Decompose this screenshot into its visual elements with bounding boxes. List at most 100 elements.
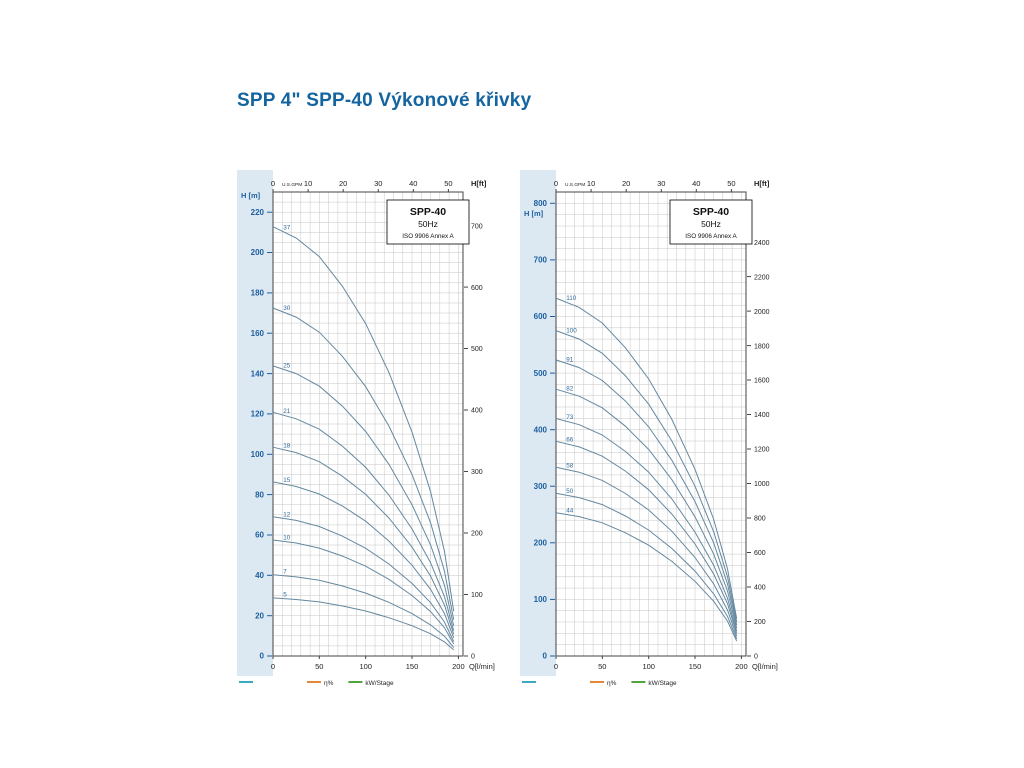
curve-stage-label: 18 [283, 443, 291, 450]
y-right-tick-label: 0 [754, 654, 758, 661]
curve-stage-label: 100 [566, 327, 577, 334]
chart-title: SPP-40 [693, 206, 729, 218]
x-axis-top-title: U.S.GPM [282, 182, 302, 188]
chart-title-box [386, 199, 470, 245]
y-right-tick-label: 2400 [754, 240, 770, 247]
pump-curve-58 [555, 466, 738, 637]
x-bottom-tick-label: 150 [689, 662, 702, 671]
x-top-tick-label: 50 [444, 179, 452, 188]
y-left-tick-label: 100 [534, 595, 548, 604]
pump-curve-12 [272, 516, 455, 642]
pump-curve-21 [272, 411, 455, 631]
y-left-tick-label: 200 [534, 539, 548, 548]
y-right-tick-label: 1200 [754, 447, 770, 454]
y-left-tick-label: 300 [534, 482, 548, 491]
curve-stage-label: 110 [566, 295, 577, 302]
x-top-tick-label: 20 [339, 179, 347, 188]
y-right-tick-label: 600 [471, 285, 483, 292]
x-axis-bottom-title: Q[l/min] [469, 662, 495, 671]
legend-label: kW/Stage [365, 680, 394, 687]
y-left-tick-label: 60 [255, 531, 264, 540]
y-right-tick-label: 700 [471, 223, 483, 230]
x-bottom-tick-label: 0 [554, 662, 558, 671]
pump-curve-5 [272, 597, 455, 651]
x-top-tick-label: 0 [271, 179, 275, 188]
x-bottom-tick-label: 150 [406, 662, 419, 671]
y-right-tick-label: 2200 [754, 274, 770, 281]
pump-curve-44 [555, 512, 738, 642]
x-top-tick-label: 10 [587, 179, 595, 188]
y-left-tick-label: 800 [534, 199, 548, 208]
y-left-tick-label: 140 [251, 369, 265, 378]
y-right-tick-label: 500 [471, 346, 483, 353]
y-right-tick-label: 1000 [754, 481, 770, 488]
curve-stage-label: 66 [566, 437, 574, 444]
y-right-tick-label: 600 [754, 550, 766, 557]
curve-stage-label: 37 [283, 225, 291, 232]
curve-stage-label: 91 [566, 356, 574, 363]
y-left-tick-label: 700 [534, 256, 548, 265]
curve-stage-label: 10 [283, 534, 291, 541]
pump-curve-37 [272, 226, 455, 612]
legend-label: η% [324, 680, 334, 687]
curve-stage-label: 25 [283, 362, 291, 369]
y-left-tick-label: 400 [534, 425, 548, 434]
pump-curve-25 [272, 365, 455, 626]
x-top-tick-label: 20 [622, 179, 630, 188]
pump-curve-50 [555, 492, 738, 640]
y-left-tick-label: 180 [251, 289, 265, 298]
y-left-tick-label: 160 [251, 329, 265, 338]
curve-stage-label: 73 [566, 414, 574, 421]
y-left-tick-label: 100 [251, 450, 265, 459]
x-bottom-tick-label: 50 [598, 662, 606, 671]
y-left-tick-label: 220 [251, 208, 265, 217]
x-axis-top-title: U.S.GPM [565, 182, 585, 188]
x-bottom-tick-label: 100 [642, 662, 655, 671]
y-right-tick-label: 800 [754, 516, 766, 523]
curve-stage-label: 44 [566, 508, 574, 515]
page-title: SPP 4" SPP-40 Výkonové křivky [237, 90, 532, 111]
chart-note: ISO 9906 Annex A [402, 233, 454, 240]
y-right-tick-label: 1600 [754, 378, 770, 385]
y-left-tick-label: 20 [255, 611, 264, 620]
legend-label: kW/Stage [648, 680, 677, 687]
y-right-tick-label: 200 [754, 619, 766, 626]
curve-stage-label: 21 [283, 408, 291, 415]
curve-stage-label: 5 [283, 592, 287, 599]
curve-stage-label: 12 [283, 511, 291, 518]
y-right-tick-label: 100 [471, 592, 483, 599]
pump-curve-chart-left: 0 10 20 30 40 50 U.S.GPM 0 50 100 150 200 Q[l/min] 0 2… [237, 168, 513, 688]
plot-frame [272, 191, 464, 657]
left-axis-band [237, 170, 273, 676]
pump-curve-66 [555, 440, 738, 634]
x-bottom-tick-label: 50 [315, 662, 323, 671]
x-bottom-tick-label: 200 [735, 662, 748, 671]
curve-stage-label: 82 [566, 385, 574, 392]
pump-curve-100 [555, 330, 738, 623]
pump-curve-10 [272, 539, 455, 645]
plot-frame [555, 191, 747, 657]
left-axis-band [520, 170, 556, 676]
pump-curve-15 [272, 481, 455, 638]
y-right-tick-label: 2000 [754, 309, 770, 316]
x-top-tick-label: 0 [554, 179, 558, 188]
pump-curve-18 [272, 446, 455, 635]
pump-curve-30 [272, 307, 455, 620]
pump-curve-73 [555, 418, 738, 632]
curve-stage-label: 7 [283, 569, 287, 576]
curve-stage-label: 30 [283, 305, 291, 312]
x-axis-bottom-title: Q[l/min] [752, 662, 778, 671]
chart-title: SPP-40 [410, 206, 446, 218]
y-axis-left-title: H [m] [524, 209, 544, 218]
pump-curve-82 [555, 388, 738, 629]
y-left-tick-label: 40 [255, 571, 264, 580]
y-right-tick-label: 400 [754, 585, 766, 592]
pump-curve-110 [555, 297, 738, 619]
x-top-tick-label: 50 [727, 179, 735, 188]
y-left-tick-label: 0 [543, 652, 548, 661]
chart-note: ISO 9906 Annex A [685, 233, 737, 240]
y-right-tick-label: 1800 [754, 343, 770, 350]
